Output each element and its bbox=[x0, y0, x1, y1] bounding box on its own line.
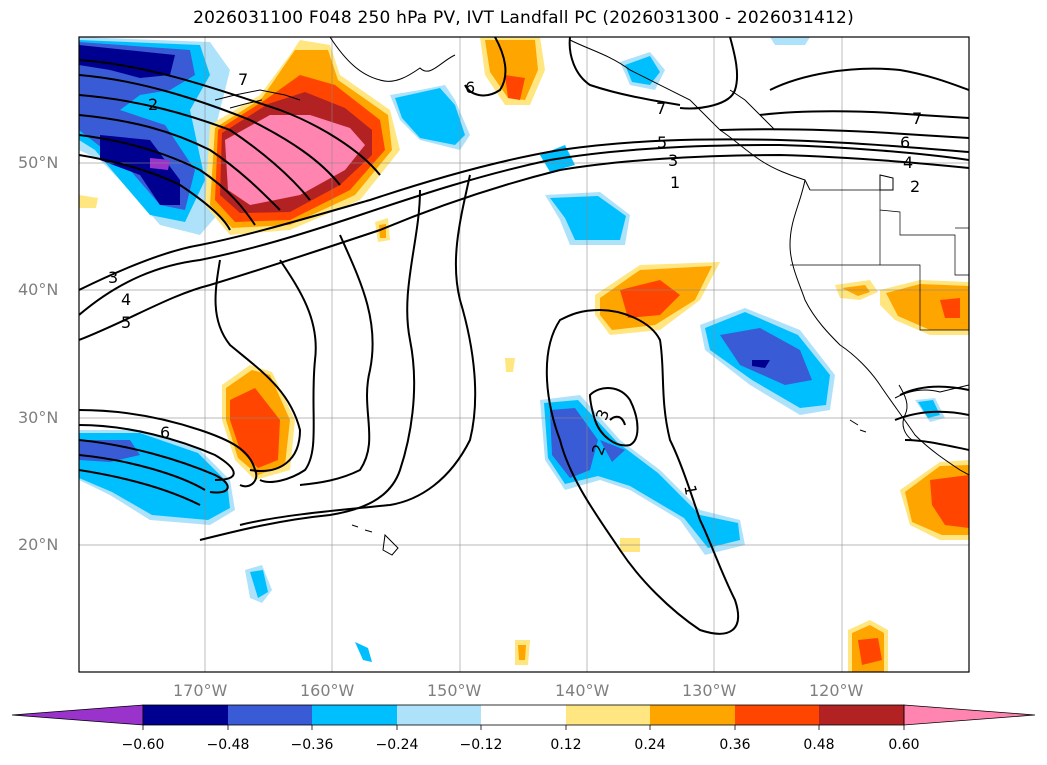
contour-label: 7 bbox=[912, 109, 922, 128]
colorbar-tick-label: 0.12 bbox=[550, 737, 582, 753]
pv-anomaly-negative bbox=[79, 45, 175, 78]
contour-label: 5 bbox=[657, 133, 667, 152]
lon-label: 150°W bbox=[427, 681, 482, 700]
plot-title: 2026031100 F048 250 hPa PV, IVT Landfall… bbox=[193, 8, 854, 28]
contour-label: 2 bbox=[910, 177, 920, 196]
contour-label: 3 bbox=[668, 151, 678, 170]
contour-label: 3 bbox=[108, 268, 118, 287]
lon-label: 140°W bbox=[555, 681, 610, 700]
contour-labels: 7 2 6 7 5 3 1 7 6 4 2 3 4 5 6 3 2 1 bbox=[108, 70, 922, 497]
pv-anomaly-negative bbox=[150, 158, 170, 170]
lon-label: 170°W bbox=[173, 681, 228, 700]
contour-label: 1 bbox=[670, 173, 680, 192]
contour-label: 7 bbox=[238, 70, 248, 89]
colorbar-tick-label: −0.12 bbox=[459, 737, 503, 753]
colorbar bbox=[11, 704, 1036, 730]
lat-label: 40°N bbox=[18, 280, 59, 299]
colorbar-tick-label: 0.48 bbox=[803, 737, 835, 753]
contour-label: 6 bbox=[900, 133, 910, 152]
lon-label: 120°W bbox=[809, 681, 864, 700]
contour-label: 1 bbox=[680, 483, 700, 496]
colorbar-tick-label: 0.36 bbox=[719, 737, 751, 753]
map-frame bbox=[78, 36, 970, 673]
colorbar-tick-label: −0.60 bbox=[121, 737, 165, 753]
lon-label: 160°W bbox=[300, 681, 355, 700]
contour-label: 6 bbox=[465, 78, 475, 97]
state-borders bbox=[790, 189, 969, 331]
contour-label: 6 bbox=[160, 423, 170, 442]
pv-shading bbox=[79, 37, 969, 672]
pv-anomaly-positive bbox=[225, 115, 365, 205]
ivt-contours bbox=[79, 37, 969, 635]
lat-label: 20°N bbox=[18, 535, 59, 554]
lon-label: 130°W bbox=[682, 681, 737, 700]
colorbar-tick-label: 0.60 bbox=[888, 737, 920, 753]
colorbar-tick-label: −0.48 bbox=[206, 737, 250, 753]
colorbar-tick-label: −0.24 bbox=[375, 737, 419, 753]
colorbar-tick-label: −0.36 bbox=[290, 737, 334, 753]
contour-label: 4 bbox=[121, 290, 131, 309]
lat-label: 30°N bbox=[18, 408, 59, 427]
contour-label: 5 bbox=[121, 313, 131, 332]
colorbar-tick-label: 0.24 bbox=[634, 737, 666, 753]
contour-label: 2 bbox=[148, 95, 158, 114]
contour-label: 4 bbox=[903, 153, 913, 172]
contour-label: 7 bbox=[656, 99, 666, 118]
lat-label: 50°N bbox=[18, 153, 59, 172]
